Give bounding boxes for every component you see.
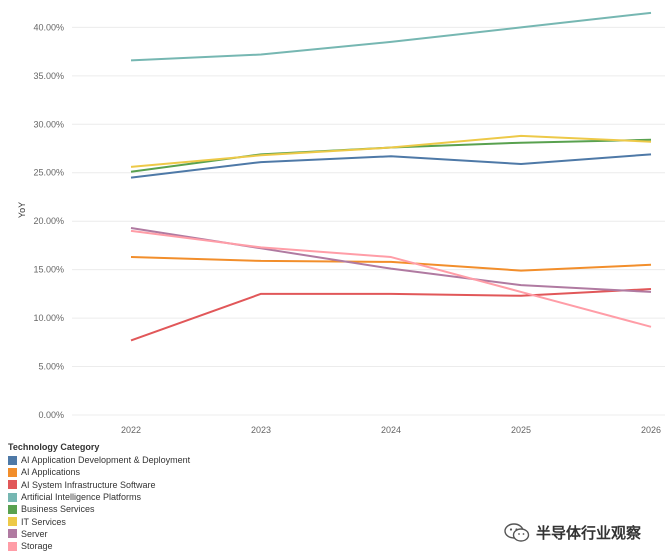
legend-item[interactable]: Artificial Intelligence Platforms (8, 491, 190, 503)
legend-item[interactable]: Storage (8, 540, 190, 552)
legend-item[interactable]: IT Services (8, 515, 190, 527)
legend-label: AI Applications (21, 467, 81, 478)
y-tick-label: 40.00% (33, 22, 64, 32)
watermark-text: 半导体行业观察 (536, 525, 642, 542)
series-line-6 (130, 134, 652, 168)
series-line-4 (130, 11, 652, 62)
legend-label: Artificial Intelligence Platforms (21, 492, 142, 503)
legend-item[interactable]: AI System Infrastructure Software (8, 479, 190, 491)
legend-swatch (8, 517, 17, 527)
legend-label: Business Services (21, 504, 95, 515)
x-axis-ticks: 2022 2023 2024 2025 2026 (121, 425, 661, 435)
legend-items: AI Application Development & Deployment A… (8, 454, 190, 552)
series-line-1 (130, 153, 652, 179)
y-axis-label: YoY (17, 202, 27, 218)
line-chart: 0.00% 5.00% 10.00% 15.00% 20.00% 25.00% 30.00%… (17, 11, 665, 435)
legend-label: IT Services (21, 516, 66, 527)
legend-item[interactable]: Business Services (8, 503, 190, 515)
y-tick-label: 15.00% (33, 265, 64, 275)
series-line-2 (130, 256, 652, 272)
legend-swatch (8, 467, 17, 477)
x-tick-label: 2023 (251, 425, 271, 435)
y-tick-label: 35.00% (33, 71, 64, 81)
legend-label: Storage (21, 541, 53, 552)
legend-swatch (8, 529, 17, 539)
y-tick-label: 25.00% (33, 168, 64, 178)
grid-lines (72, 26, 665, 416)
wechat-icon (504, 522, 530, 542)
x-tick-label: 2022 (121, 425, 141, 435)
legend-item[interactable]: AI Applications (8, 466, 190, 478)
legend-label: AI Application Development & Deployment (21, 455, 191, 466)
legend-swatch (8, 455, 17, 465)
watermark: 半导体行业观察 (504, 522, 641, 543)
series-line-3 (130, 288, 652, 342)
y-tick-label: 30.00% (33, 119, 64, 129)
x-tick-label: 2024 (381, 425, 401, 435)
series-lines (130, 11, 652, 342)
legend-title: Technology Category (8, 442, 100, 452)
legend-swatch (8, 480, 17, 490)
y-tick-label: 10.00% (33, 313, 64, 323)
y-tick-label: 0.00% (38, 410, 64, 420)
y-axis-ticks: 0.00% 5.00% 10.00% 15.00% 20.00% 25.00% 30.00%… (33, 22, 64, 420)
series-line-8 (130, 229, 652, 328)
x-tick-label: 2026 (641, 425, 661, 435)
legend-item[interactable]: Server (8, 528, 190, 540)
legend-label: Server (21, 528, 48, 539)
legend-swatch (8, 492, 17, 502)
legend-swatch (8, 504, 17, 514)
legend-swatch (8, 541, 17, 551)
legend-item[interactable]: AI Application Development & Deployment (8, 454, 190, 466)
y-tick-label: 5.00% (38, 362, 64, 372)
legend: Technology Category AI Application Devel… (8, 442, 190, 552)
y-tick-label: 20.00% (33, 216, 64, 226)
legend-label: AI System Infrastructure Software (21, 479, 156, 490)
x-tick-label: 2025 (511, 425, 531, 435)
